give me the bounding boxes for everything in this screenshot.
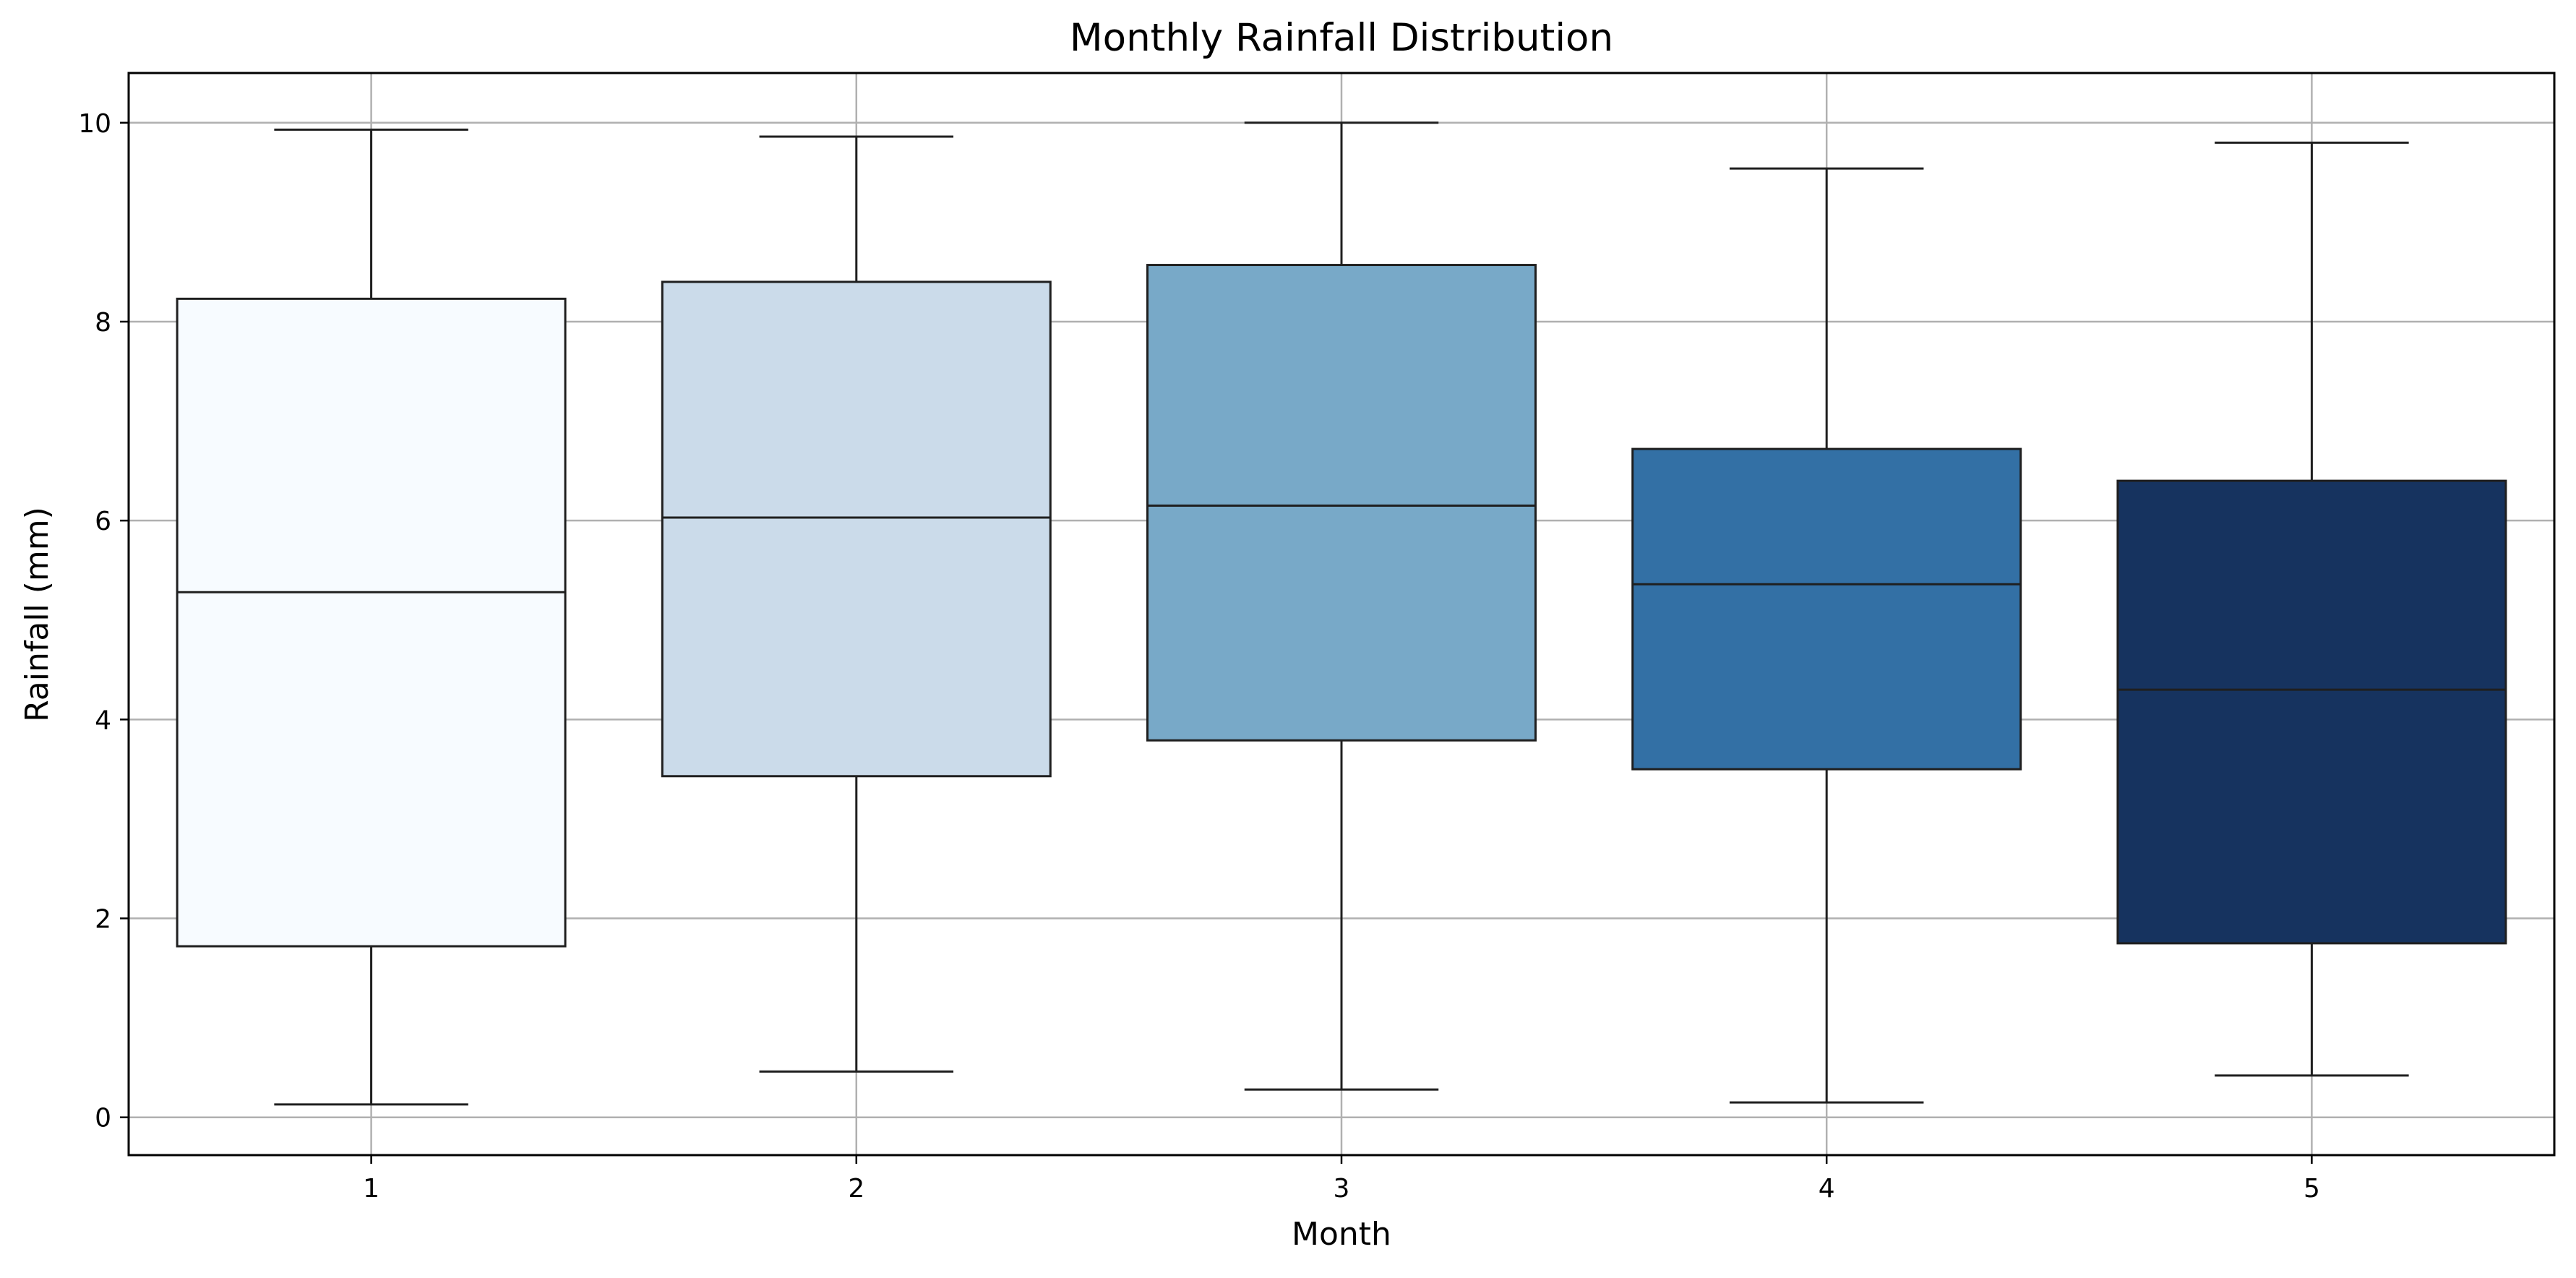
y-axis-label: Rainfall (mm) xyxy=(19,507,56,722)
box-month-5 xyxy=(2116,141,2507,1077)
y-axis-ticks: 0 2 4 6 8 10 xyxy=(78,109,129,1133)
box-month-4 xyxy=(1631,167,2022,1104)
x-tick-label: 4 xyxy=(1819,1174,1835,1204)
y-tick-label: 6 xyxy=(95,507,111,536)
x-tick-label: 5 xyxy=(2304,1174,2320,1204)
iqr-box xyxy=(1631,447,2022,771)
y-tick-label: 0 xyxy=(95,1104,111,1133)
x-tick-label: 2 xyxy=(848,1174,864,1204)
y-tick-label: 4 xyxy=(95,706,111,735)
chart-title: Monthly Rainfall Distribution xyxy=(1070,16,1613,60)
iqr-box xyxy=(661,280,1052,778)
x-axis-label: Month xyxy=(1292,1216,1391,1253)
box-month-2 xyxy=(661,135,1052,1073)
boxes-group xyxy=(176,121,2507,1106)
y-tick-label: 2 xyxy=(95,905,111,935)
box-month-1 xyxy=(176,128,567,1106)
x-tick-label: 3 xyxy=(1334,1174,1350,1204)
y-tick-label: 10 xyxy=(78,109,111,139)
x-axis-ticks: 1 2 3 4 5 xyxy=(363,1155,2320,1204)
iqr-box xyxy=(1146,264,1537,742)
x-tick-label: 1 xyxy=(363,1174,379,1204)
iqr-box xyxy=(176,297,567,948)
box-month-3 xyxy=(1146,121,1537,1091)
iqr-box xyxy=(2116,479,2507,945)
y-tick-label: 8 xyxy=(95,308,111,338)
